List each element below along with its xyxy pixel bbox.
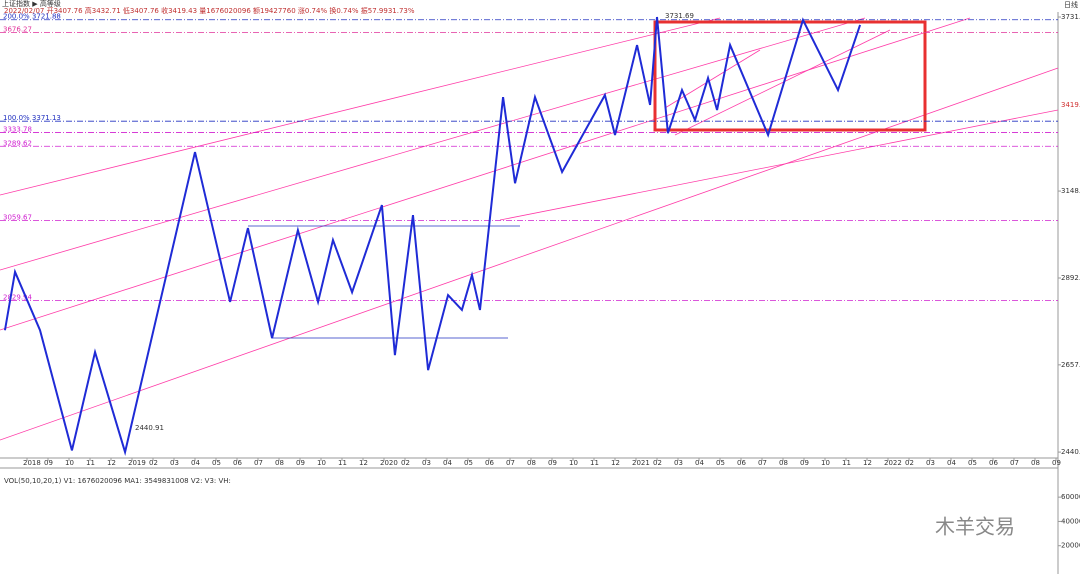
volume-title: VOL(50,10,20,1) V1: 1676020096 MA1: 3549… <box>4 477 231 485</box>
x-tick-label: 10 <box>65 459 74 467</box>
level-label: 2829.94 <box>3 294 32 302</box>
x-tick-label: 08 <box>527 459 536 467</box>
x-tick-label: 05 <box>716 459 725 467</box>
x-tick-label: 05 <box>212 459 221 467</box>
x-tick-label: 07 <box>506 459 515 467</box>
x-tick-label: 05 <box>464 459 473 467</box>
x-tick-label: 2019 <box>128 459 146 467</box>
x-tick-label: 12 <box>359 459 368 467</box>
x-tick-label: 02 <box>905 459 914 467</box>
x-tick-label: 11 <box>842 459 851 467</box>
x-tick-label: 10 <box>821 459 830 467</box>
x-tick-label: 03 <box>926 459 935 467</box>
high-label: 3731.69 <box>665 12 694 20</box>
volume-tick-label: 400000 <box>1061 517 1080 525</box>
x-tick-label: 11 <box>86 459 95 467</box>
x-tick-label: 2018 <box>23 459 41 467</box>
x-tick-label: 11 <box>338 459 347 467</box>
x-tick-label: 03 <box>422 459 431 467</box>
level-label: 3333.78 <box>3 126 32 134</box>
x-tick-label: 08 <box>1031 459 1040 467</box>
x-tick-label: 02 <box>653 459 662 467</box>
x-tick-label: 10 <box>569 459 578 467</box>
x-tick-label: 12 <box>611 459 620 467</box>
x-tick-label: 04 <box>947 459 956 467</box>
x-tick-label: 2022 <box>884 459 902 467</box>
x-tick-label: 08 <box>779 459 788 467</box>
x-tick-label: 06 <box>233 459 242 467</box>
x-tick-label: 06 <box>737 459 746 467</box>
x-tick-label: 02 <box>149 459 158 467</box>
x-tick-label: 10 <box>317 459 326 467</box>
x-tick-label: 2021 <box>632 459 650 467</box>
x-tick-label: 04 <box>695 459 704 467</box>
level-label: 3676.27 <box>3 25 32 33</box>
x-tick-label: 08 <box>275 459 284 467</box>
x-tick-label: 09 <box>296 459 305 467</box>
low-label: 2440.91 <box>135 424 164 432</box>
x-tick-label: 07 <box>1010 459 1019 467</box>
y-tick-label: 2892.8 <box>1061 274 1080 282</box>
level-label: 3059.67 <box>3 214 32 222</box>
x-tick-label: 06 <box>485 459 494 467</box>
volume-tick-label: 200000 <box>1061 542 1080 550</box>
volume-tick-label: 600000 <box>1061 493 1080 501</box>
x-tick-label: 04 <box>191 459 200 467</box>
y-tick-label: 2657.8 <box>1061 361 1080 369</box>
info: 2022/02/07 开3407.76 高3432.71 低3407.76 收3… <box>4 6 415 15</box>
x-tick-label: 2020 <box>380 459 398 467</box>
level-label: 200.0% 3721.88 <box>3 13 61 21</box>
x-unit: 日线 <box>1064 0 1078 9</box>
y-tick-label: 2440.91 <box>1061 448 1080 456</box>
level-label: 100.0% 3371.13 <box>3 114 61 122</box>
x-tick-label: 09 <box>1052 459 1061 467</box>
x-tick-label: 03 <box>674 459 683 467</box>
level-label: 3289.62 <box>3 139 32 147</box>
x-tick-label: 02 <box>401 459 410 467</box>
price-label: 3419.43 <box>1061 101 1080 109</box>
watermark: 木羊交易 <box>935 515 1015 539</box>
x-tick-label: 12 <box>863 459 872 467</box>
x-tick-label: 03 <box>170 459 179 467</box>
y-tick-label: 3731.69 <box>1061 13 1080 21</box>
highlight-box <box>653 20 927 132</box>
x-tick-label: 06 <box>989 459 998 467</box>
x-tick-label: 05 <box>968 459 977 467</box>
x-tick-label: 12 <box>107 459 116 467</box>
x-tick-label: 09 <box>44 459 53 467</box>
header: 上证指数 ▶ 高等级 <box>2 0 61 8</box>
zigzag-line <box>3 16 862 456</box>
x-tick-label: 09 <box>548 459 557 467</box>
y-tick-label: 3148.9 <box>1061 187 1080 195</box>
x-tick-label: 09 <box>800 459 809 467</box>
x-tick-label: 07 <box>254 459 263 467</box>
x-tick-label: 07 <box>758 459 767 467</box>
x-tick-label: 11 <box>590 459 599 467</box>
x-tick-label: 04 <box>443 459 452 467</box>
